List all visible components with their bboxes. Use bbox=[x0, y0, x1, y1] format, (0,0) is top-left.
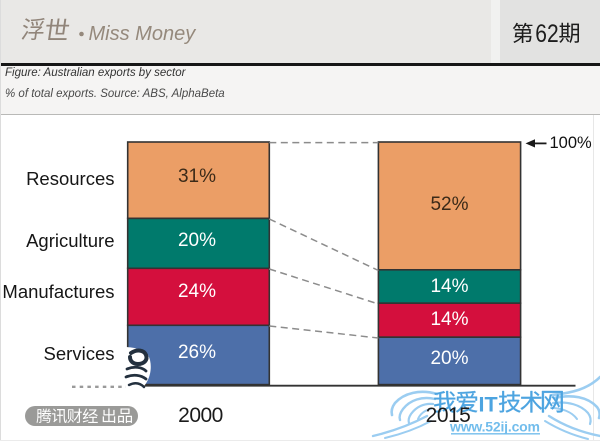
svg-text:www.52ij.com: www.52ij.com bbox=[449, 419, 540, 435]
svg-text:IT: IT bbox=[479, 393, 498, 417]
svg-text:62: 62 bbox=[535, 20, 558, 48]
